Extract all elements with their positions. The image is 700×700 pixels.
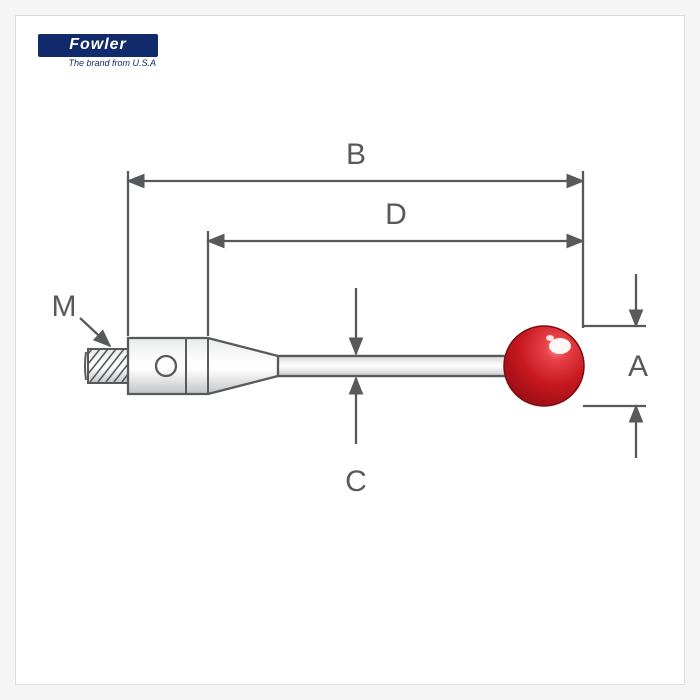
dim-m-label: M: [52, 290, 77, 323]
thread: [85, 349, 128, 383]
dimension-m: M: [52, 290, 111, 346]
probe-body: [128, 338, 516, 394]
ruby-ball: [504, 326, 584, 406]
dim-d-label: D: [385, 198, 407, 231]
dim-a-label: A: [628, 350, 648, 383]
probe-assembly: [85, 326, 584, 406]
dimension-c: C: [345, 288, 367, 498]
diagram-frame: Fowler The brand from U.S.A: [15, 15, 685, 685]
dim-b-label: B: [346, 138, 366, 171]
dim-c-label: C: [345, 465, 367, 498]
dimension-a: A: [583, 274, 648, 458]
technical-drawing: B D M C A: [16, 16, 686, 686]
dimension-d: D: [208, 198, 583, 336]
